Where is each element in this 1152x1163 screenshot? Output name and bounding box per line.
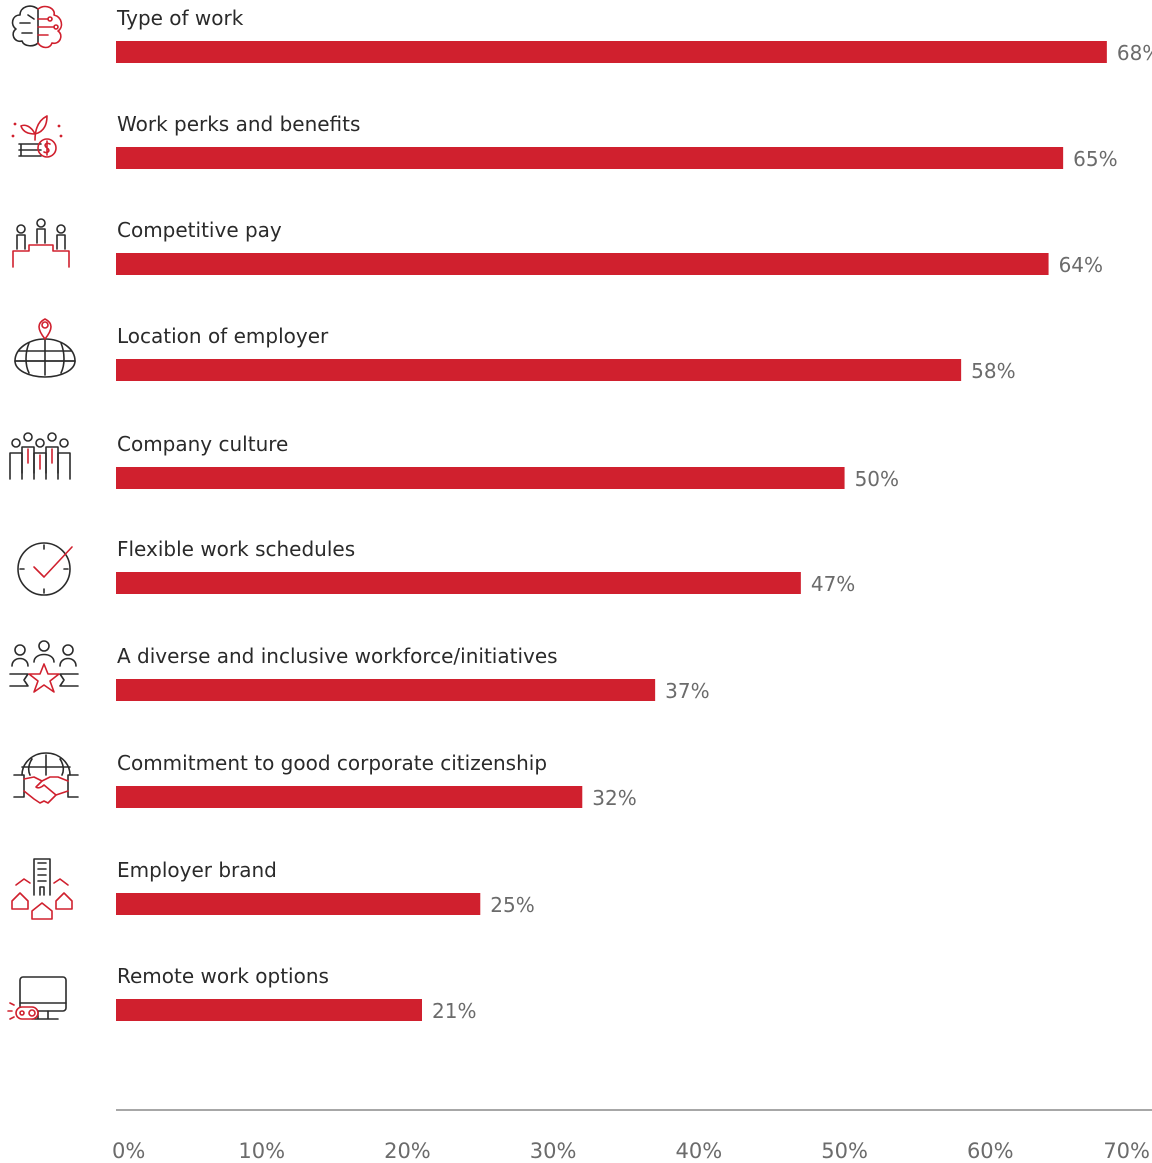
bar [116,786,583,808]
category-label: Employer brand [117,858,277,882]
value-label: 58% [971,359,1015,383]
category-label: Remote work options [117,964,329,988]
category-label: Company culture [117,432,288,456]
brain-circuit-icon [11,5,63,49]
category-label: Type of work [116,6,244,30]
bar [116,467,845,489]
x-tick-label: 70% [1103,1139,1150,1163]
x-tick-label: 20% [384,1139,431,1163]
value-label: 25% [490,893,534,917]
value-label: 50% [855,467,899,491]
people-star-icon [9,640,79,693]
value-label: 32% [592,786,636,810]
x-tick-label: 40% [676,1139,723,1163]
podium-people-icon [12,218,70,268]
value-label: 21% [432,999,476,1023]
category-label: Commitment to good corporate citizenship [117,751,547,775]
globe-pin-icon [14,318,76,378]
value-label: 37% [665,679,709,703]
category-label: Location of employer [117,324,329,348]
bar [116,572,801,594]
x-tick-label: 50% [821,1139,868,1163]
value-label: 68% [1117,41,1152,65]
value-label: 47% [811,572,855,596]
bar [116,893,481,915]
x-tick-label: 0% [112,1139,145,1163]
building-houses-icon [11,858,73,920]
bar [116,147,1064,169]
clock-check-icon [17,542,73,596]
value-label: 64% [1059,253,1103,277]
computer-remote-icon [7,976,67,1020]
x-tick-label: 60% [967,1139,1014,1163]
bar [116,359,962,381]
category-label: Competitive pay [117,218,282,242]
category-label: A diverse and inclusive workforce/initia… [117,644,558,668]
value-label: 65% [1073,147,1117,171]
category-label: Work perks and benefits [117,112,360,136]
x-tick-label: 30% [530,1139,577,1163]
globe-handshake-icon [13,752,79,804]
bar [116,41,1107,63]
plant-coins-icon [11,115,63,158]
bar [116,679,656,701]
bar [116,253,1049,275]
category-label: Flexible work schedules [117,537,355,561]
x-tick-label: 10% [238,1139,285,1163]
bar [116,999,422,1021]
team-group-icon [9,432,71,480]
